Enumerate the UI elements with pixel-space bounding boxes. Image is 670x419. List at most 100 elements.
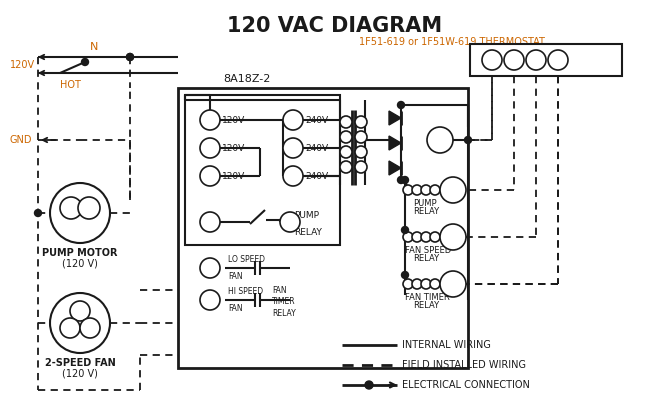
Text: P2: P2: [287, 143, 299, 153]
Circle shape: [440, 224, 466, 250]
Circle shape: [430, 185, 440, 195]
Text: 240V: 240V: [305, 171, 328, 181]
Text: LO: LO: [66, 325, 74, 331]
Circle shape: [412, 279, 422, 289]
Circle shape: [78, 197, 100, 219]
Text: 120V: 120V: [222, 116, 245, 124]
Text: L2: L2: [287, 116, 298, 124]
Text: P1: P1: [285, 217, 295, 227]
Text: RELAY: RELAY: [413, 254, 439, 263]
Circle shape: [355, 146, 367, 158]
Circle shape: [50, 183, 110, 243]
Text: ELECTRICAL CONNECTION: ELECTRICAL CONNECTION: [402, 380, 530, 390]
Circle shape: [464, 137, 472, 143]
Circle shape: [403, 185, 413, 195]
Circle shape: [127, 54, 133, 60]
Text: RELAY: RELAY: [272, 309, 295, 318]
Text: 2-SPEED FAN: 2-SPEED FAN: [45, 358, 115, 368]
Circle shape: [82, 59, 88, 65]
Text: 1F51-619 or 1F51W-619 THERMOSTAT: 1F51-619 or 1F51W-619 THERMOSTAT: [359, 37, 545, 47]
Text: PUMP: PUMP: [413, 199, 437, 208]
Circle shape: [283, 110, 303, 130]
Text: R: R: [436, 135, 444, 145]
Circle shape: [34, 210, 42, 217]
Text: F2: F2: [287, 171, 298, 181]
Text: PUMP: PUMP: [294, 211, 319, 220]
Circle shape: [440, 177, 466, 203]
Bar: [185, 95, 340, 245]
Circle shape: [60, 318, 80, 338]
Text: Y: Y: [450, 232, 456, 242]
Polygon shape: [389, 111, 401, 125]
Text: HI: HI: [206, 295, 214, 305]
Text: FAN: FAN: [228, 304, 243, 313]
Circle shape: [504, 50, 524, 70]
Text: 240V: 240V: [305, 143, 328, 153]
Text: FAN TIMER: FAN TIMER: [405, 293, 450, 302]
Text: (120 V): (120 V): [62, 368, 98, 378]
Text: P2: P2: [204, 143, 216, 153]
Text: (120 V): (120 V): [62, 258, 98, 268]
Circle shape: [421, 185, 431, 195]
Circle shape: [340, 146, 352, 158]
Text: HOT: HOT: [60, 80, 81, 90]
Circle shape: [355, 131, 367, 143]
Text: LO: LO: [204, 264, 216, 272]
Bar: [470, 44, 622, 76]
Circle shape: [355, 161, 367, 173]
Circle shape: [403, 232, 413, 242]
Circle shape: [482, 50, 502, 70]
Circle shape: [427, 127, 453, 153]
Circle shape: [421, 232, 431, 242]
Circle shape: [440, 271, 466, 297]
Circle shape: [412, 232, 422, 242]
Text: FIELD INSTALLED WIRING: FIELD INSTALLED WIRING: [402, 360, 526, 370]
Text: L1: L1: [204, 217, 215, 227]
Text: RELAY: RELAY: [413, 207, 439, 216]
Text: RELAY: RELAY: [413, 301, 439, 310]
Text: LO SPEED: LO SPEED: [228, 255, 265, 264]
Circle shape: [70, 301, 90, 321]
Text: INTERNAL WIRING: INTERNAL WIRING: [402, 340, 491, 350]
Bar: [178, 88, 468, 368]
Circle shape: [401, 176, 409, 184]
Circle shape: [397, 176, 405, 184]
Text: HI: HI: [86, 325, 94, 331]
Text: G: G: [449, 279, 458, 289]
Text: N: N: [206, 116, 213, 124]
Text: 120 VAC DIAGRAM: 120 VAC DIAGRAM: [227, 16, 443, 36]
Text: FAN: FAN: [272, 286, 287, 295]
Circle shape: [340, 116, 352, 128]
Text: W: W: [448, 185, 458, 195]
Circle shape: [283, 138, 303, 158]
Text: FAN SPEED: FAN SPEED: [405, 246, 452, 255]
Circle shape: [280, 212, 300, 232]
Circle shape: [340, 161, 352, 173]
Circle shape: [397, 101, 405, 109]
Text: R: R: [488, 55, 496, 65]
Circle shape: [403, 279, 413, 289]
Circle shape: [401, 227, 409, 233]
Circle shape: [283, 166, 303, 186]
Circle shape: [526, 50, 546, 70]
Circle shape: [200, 212, 220, 232]
Text: N: N: [90, 42, 98, 52]
Text: PUMP MOTOR: PUMP MOTOR: [42, 248, 118, 258]
Text: Y: Y: [533, 55, 539, 65]
Circle shape: [412, 185, 422, 195]
Text: W: W: [509, 55, 519, 65]
Circle shape: [421, 279, 431, 289]
Circle shape: [200, 110, 220, 130]
Text: TIMER: TIMER: [272, 297, 295, 307]
Circle shape: [430, 279, 440, 289]
Circle shape: [355, 116, 367, 128]
Circle shape: [127, 54, 133, 60]
Circle shape: [365, 381, 373, 389]
Circle shape: [200, 166, 220, 186]
Text: 120V: 120V: [222, 171, 245, 181]
Circle shape: [200, 258, 220, 278]
Circle shape: [401, 272, 409, 279]
Text: FAN: FAN: [228, 272, 243, 281]
Text: 120V: 120V: [10, 60, 35, 70]
Circle shape: [430, 232, 440, 242]
